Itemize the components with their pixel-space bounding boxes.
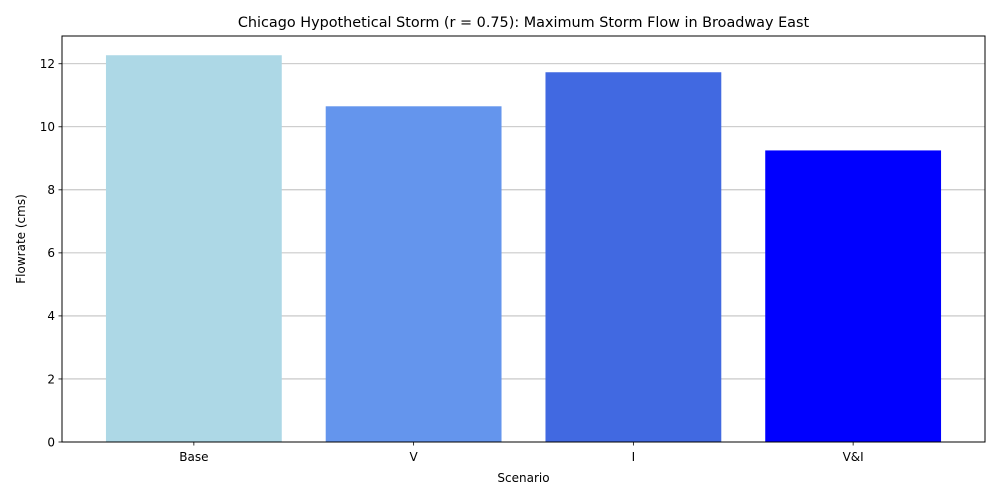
bar-i bbox=[545, 72, 722, 442]
x-tick-label: Base bbox=[179, 450, 208, 464]
y-tick-label: 8 bbox=[47, 183, 55, 197]
x-tick-label: I bbox=[632, 450, 636, 464]
bar-base bbox=[105, 55, 282, 442]
chart-title: Chicago Hypothetical Storm (r = 0.75): M… bbox=[238, 15, 810, 31]
y-tick-label: 4 bbox=[47, 309, 55, 323]
axes-frame bbox=[61, 35, 986, 443]
bars bbox=[105, 55, 942, 442]
x-tick-label: V bbox=[410, 450, 419, 464]
bar-v-i bbox=[765, 150, 942, 442]
x-axis-ticks: Base V I V&I bbox=[179, 442, 864, 464]
y-tick-label: 12 bbox=[40, 57, 55, 71]
y-tick-label: 0 bbox=[47, 435, 55, 449]
y-axis-label: Flowrate (cms) bbox=[14, 194, 28, 283]
y-tick-label: 2 bbox=[47, 372, 55, 386]
y-tick-label: 6 bbox=[47, 246, 55, 260]
y-axis-ticks: 0 2 4 6 8 10 12 bbox=[40, 57, 62, 449]
x-axis-label: Scenario bbox=[497, 471, 549, 485]
bar-v bbox=[325, 106, 502, 442]
x-tick-label: V&I bbox=[843, 450, 864, 464]
y-tick-label: 10 bbox=[40, 120, 55, 134]
